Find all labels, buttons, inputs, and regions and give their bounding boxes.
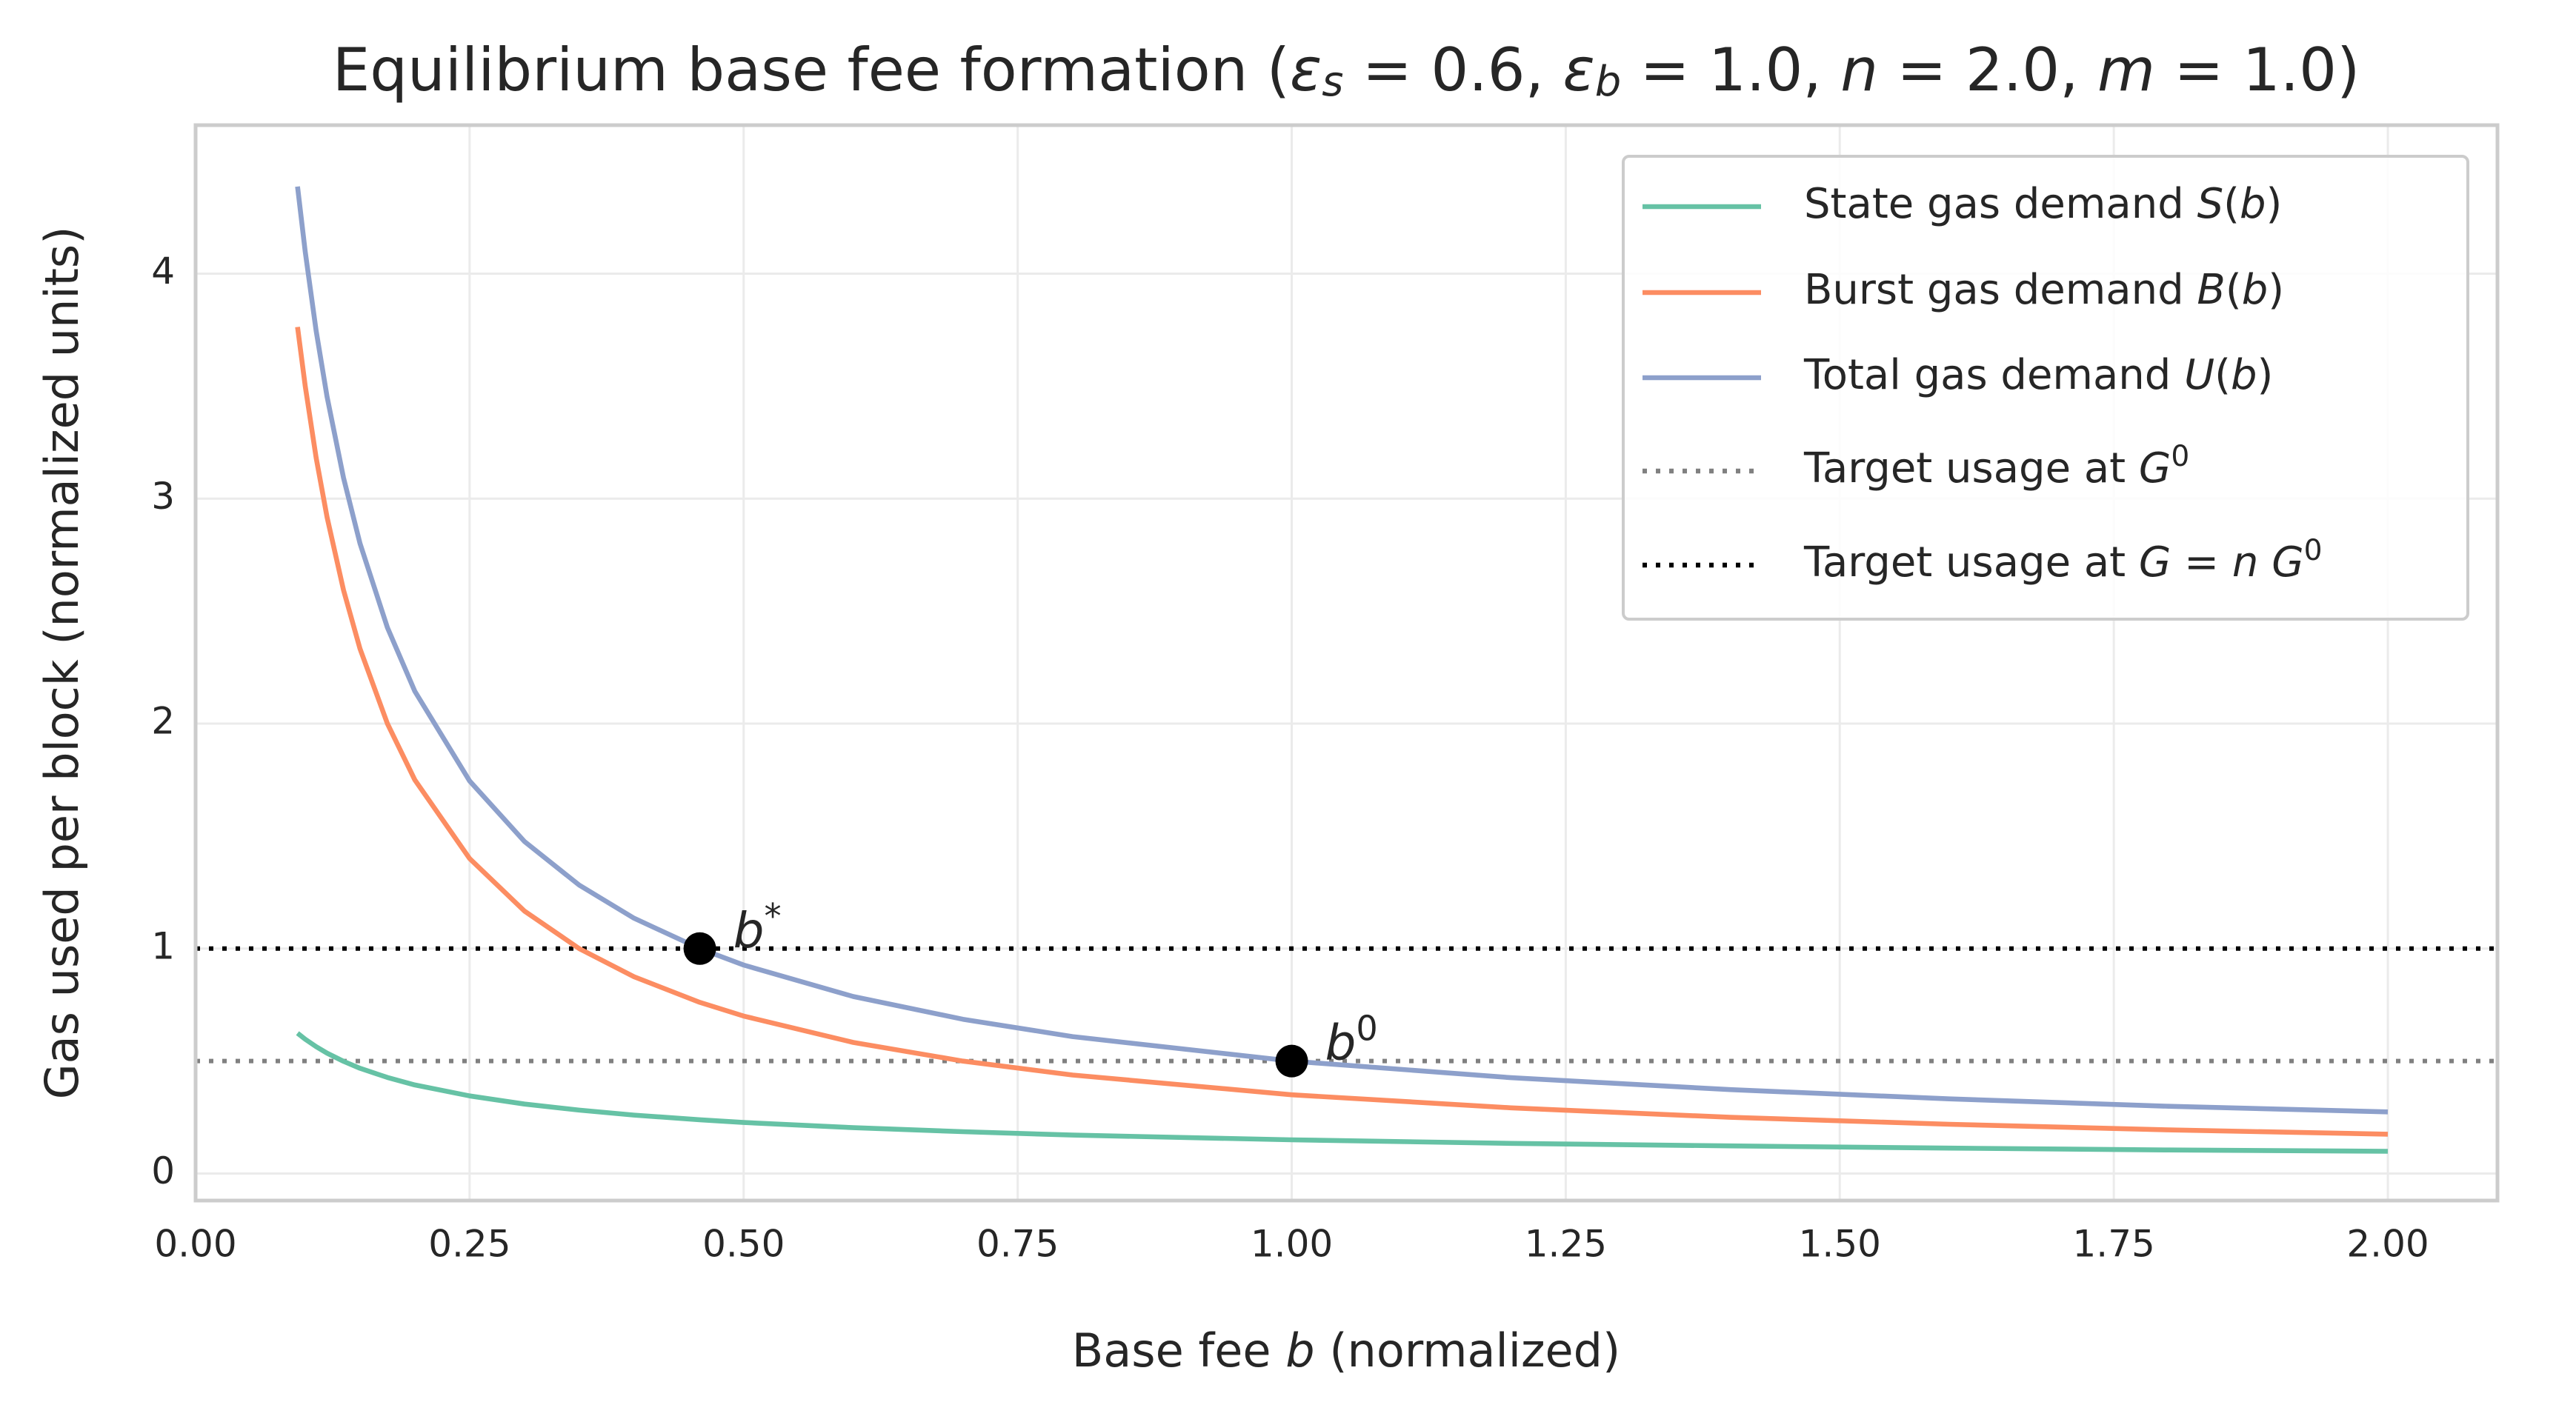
legend-label: Burst gas demand B(b): [1804, 266, 2284, 314]
x-axis-label: Base fee b (normalized): [1072, 1323, 1620, 1378]
y-tick-label: 0: [151, 1149, 175, 1192]
x-tick-label: 1.50: [1799, 1223, 1881, 1266]
legend-label: Total gas demand U(b): [1803, 351, 2273, 399]
x-tick-label: 2.00: [2346, 1223, 2429, 1266]
x-tick-label: 0.00: [154, 1223, 236, 1266]
x-tick-label: 1.25: [1525, 1223, 1607, 1266]
marker-point: [683, 932, 716, 965]
series-line: [295, 186, 2389, 1115]
x-tick-label: 0.50: [702, 1223, 785, 1266]
x-tick-label: 1.75: [2073, 1223, 2155, 1266]
series-line: [295, 327, 2389, 1137]
y-axis-label: Gas used per block (normalized units): [35, 227, 89, 1100]
x-tick-label: 0.25: [428, 1223, 510, 1266]
legend-label: Target usage at G = n G0: [1803, 534, 2323, 587]
legend-label: Target usage at G0: [1803, 440, 2189, 493]
point-label: b*: [733, 896, 782, 959]
x-tick-label: 0.75: [976, 1223, 1059, 1266]
legend-box: [1622, 155, 2469, 621]
y-tick-label: 3: [151, 475, 175, 518]
y-tick-label: 2: [151, 700, 175, 743]
legend: State gas demand S(b) Burst gas demand B(…: [1622, 155, 2469, 621]
plot-frame: [193, 123, 2500, 1203]
point-label: b0: [1325, 1008, 1378, 1071]
legend-label: State gas demand S(b): [1804, 180, 2282, 228]
x-tick-label: 1.00: [1251, 1223, 1333, 1266]
chart-title: Equilibrium base fee formation (εs = 0.6…: [333, 36, 2360, 106]
marker-point: [1275, 1044, 1308, 1078]
y-tick-label: 4: [151, 250, 175, 293]
y-tick-label: 1: [151, 924, 175, 967]
series-line: [296, 1031, 2389, 1154]
